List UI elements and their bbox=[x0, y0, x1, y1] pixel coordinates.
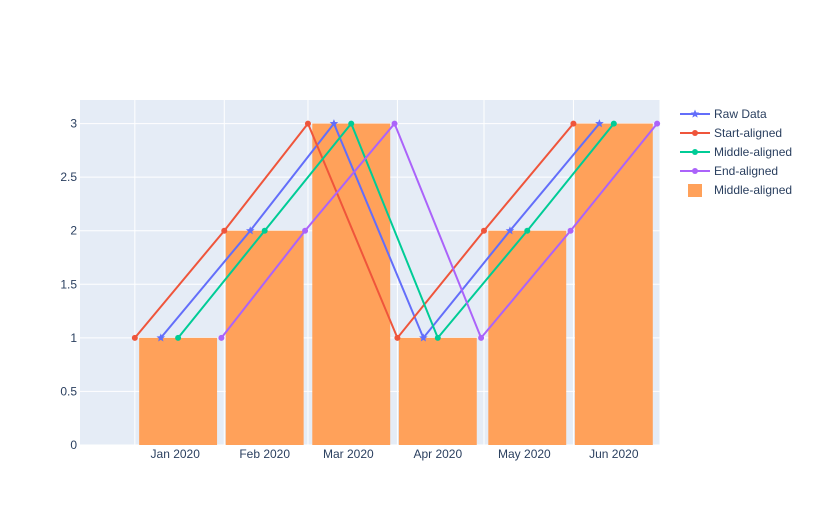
bar bbox=[225, 230, 304, 445]
x-tick-label: Feb 2020 bbox=[239, 447, 290, 461]
series-line bbox=[177, 121, 615, 340]
y-tick-label: 1.5 bbox=[60, 277, 77, 291]
data-point bbox=[524, 227, 531, 234]
y-tick-label: 3 bbox=[70, 117, 77, 131]
y-tick-label: 2 bbox=[70, 224, 77, 238]
y-tick-label: 0 bbox=[70, 438, 77, 452]
legend-marker bbox=[692, 168, 698, 174]
series-lines bbox=[134, 121, 658, 340]
data-point bbox=[261, 227, 268, 234]
bar bbox=[312, 123, 391, 446]
data-point bbox=[329, 119, 339, 128]
legend-label: Middle-aligned bbox=[714, 145, 792, 159]
legend-label: Start-aligned bbox=[714, 126, 782, 140]
legend-marker bbox=[692, 130, 698, 136]
data-point bbox=[610, 120, 617, 127]
data-point bbox=[419, 333, 428, 342]
bar bbox=[398, 337, 477, 445]
legend-label: Raw Data bbox=[714, 107, 767, 121]
y-tick-label: 0.5 bbox=[60, 384, 77, 398]
legend-bar-swatch bbox=[688, 184, 702, 197]
data-point bbox=[302, 227, 309, 234]
data-point bbox=[570, 120, 577, 127]
data-point bbox=[567, 227, 574, 234]
x-tick-label: Jun 2020 bbox=[589, 447, 639, 461]
data-point bbox=[156, 333, 166, 342]
data-point bbox=[478, 334, 485, 341]
x-tick-label: May 2020 bbox=[498, 447, 551, 461]
data-point bbox=[595, 119, 604, 128]
y-axis-ticks: 0 0.5 1 1.5 2 2.5 3 bbox=[60, 117, 77, 452]
x-tick-label: Apr 2020 bbox=[413, 447, 462, 461]
series-line bbox=[220, 121, 658, 340]
legend-label: Middle-aligned bbox=[714, 183, 792, 197]
x-axis-ticks: Jan 2020 Feb 2020 Mar 2020 Apr 2020 May 2020… bbox=[151, 447, 639, 461]
legend-label: End-aligned bbox=[714, 164, 778, 178]
data-point bbox=[391, 120, 398, 127]
data-point bbox=[394, 334, 401, 341]
legend-marker bbox=[692, 149, 698, 155]
bar bbox=[139, 337, 218, 445]
series-line bbox=[134, 121, 575, 340]
bars bbox=[139, 123, 653, 446]
y-tick-label: 1 bbox=[70, 331, 77, 345]
bar bbox=[488, 230, 567, 445]
data-point bbox=[654, 120, 661, 127]
bar bbox=[574, 123, 653, 446]
x-tick-label: Mar 2020 bbox=[323, 447, 374, 461]
data-point bbox=[218, 334, 225, 341]
data-point bbox=[505, 226, 515, 235]
y-tick-label: 2.5 bbox=[60, 170, 77, 184]
data-point bbox=[221, 227, 228, 234]
series-line bbox=[160, 121, 601, 340]
series-markers bbox=[131, 119, 661, 342]
data-point bbox=[348, 120, 355, 127]
data-point bbox=[434, 334, 441, 341]
data-point bbox=[304, 120, 311, 127]
data-point bbox=[245, 226, 255, 235]
data-point bbox=[175, 334, 182, 341]
data-point bbox=[480, 227, 487, 234]
legend[interactable]: Raw Data Start-aligned Middle-aligned End-a… bbox=[680, 107, 792, 197]
x-tick-label: Jan 2020 bbox=[151, 447, 201, 461]
legend-marker bbox=[690, 109, 700, 118]
data-point bbox=[131, 334, 138, 341]
